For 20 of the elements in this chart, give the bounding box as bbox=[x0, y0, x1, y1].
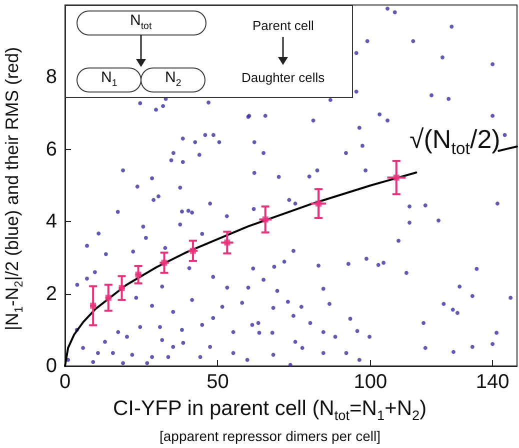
annotation: N$_{tot}$ bbox=[130, 12, 152, 33]
annotation: √(N$_{tot}$/2) bbox=[410, 124, 500, 159]
point bbox=[224, 240, 230, 246]
y-tick-label: 2 bbox=[46, 282, 57, 305]
point bbox=[393, 174, 400, 181]
y-tick-label: 6 bbox=[46, 138, 57, 160]
annotation: N$_{1}$ bbox=[101, 69, 118, 90]
annotation: Parent cell bbox=[252, 18, 314, 34]
point bbox=[262, 216, 268, 222]
x-tick-label: 140 bbox=[476, 371, 510, 393]
point bbox=[315, 200, 322, 207]
x-tick-label: 50 bbox=[206, 371, 229, 393]
y-tick-label: 0 bbox=[46, 355, 57, 377]
annotation: Daughter cells bbox=[242, 70, 325, 86]
x-tick-label: 0 bbox=[59, 371, 71, 393]
annotation: N$_{2}$ bbox=[165, 69, 182, 90]
x-tick-label: 100 bbox=[354, 371, 388, 393]
y-tick-label: 4 bbox=[46, 210, 57, 233]
text: CI-YFP in parent cell (N$_{tot}$=N$_{1}$+N$_{2}$) [apparent repressor dimers per cell] bbox=[113, 397, 427, 444]
y-tick-label: 8 bbox=[46, 66, 57, 88]
